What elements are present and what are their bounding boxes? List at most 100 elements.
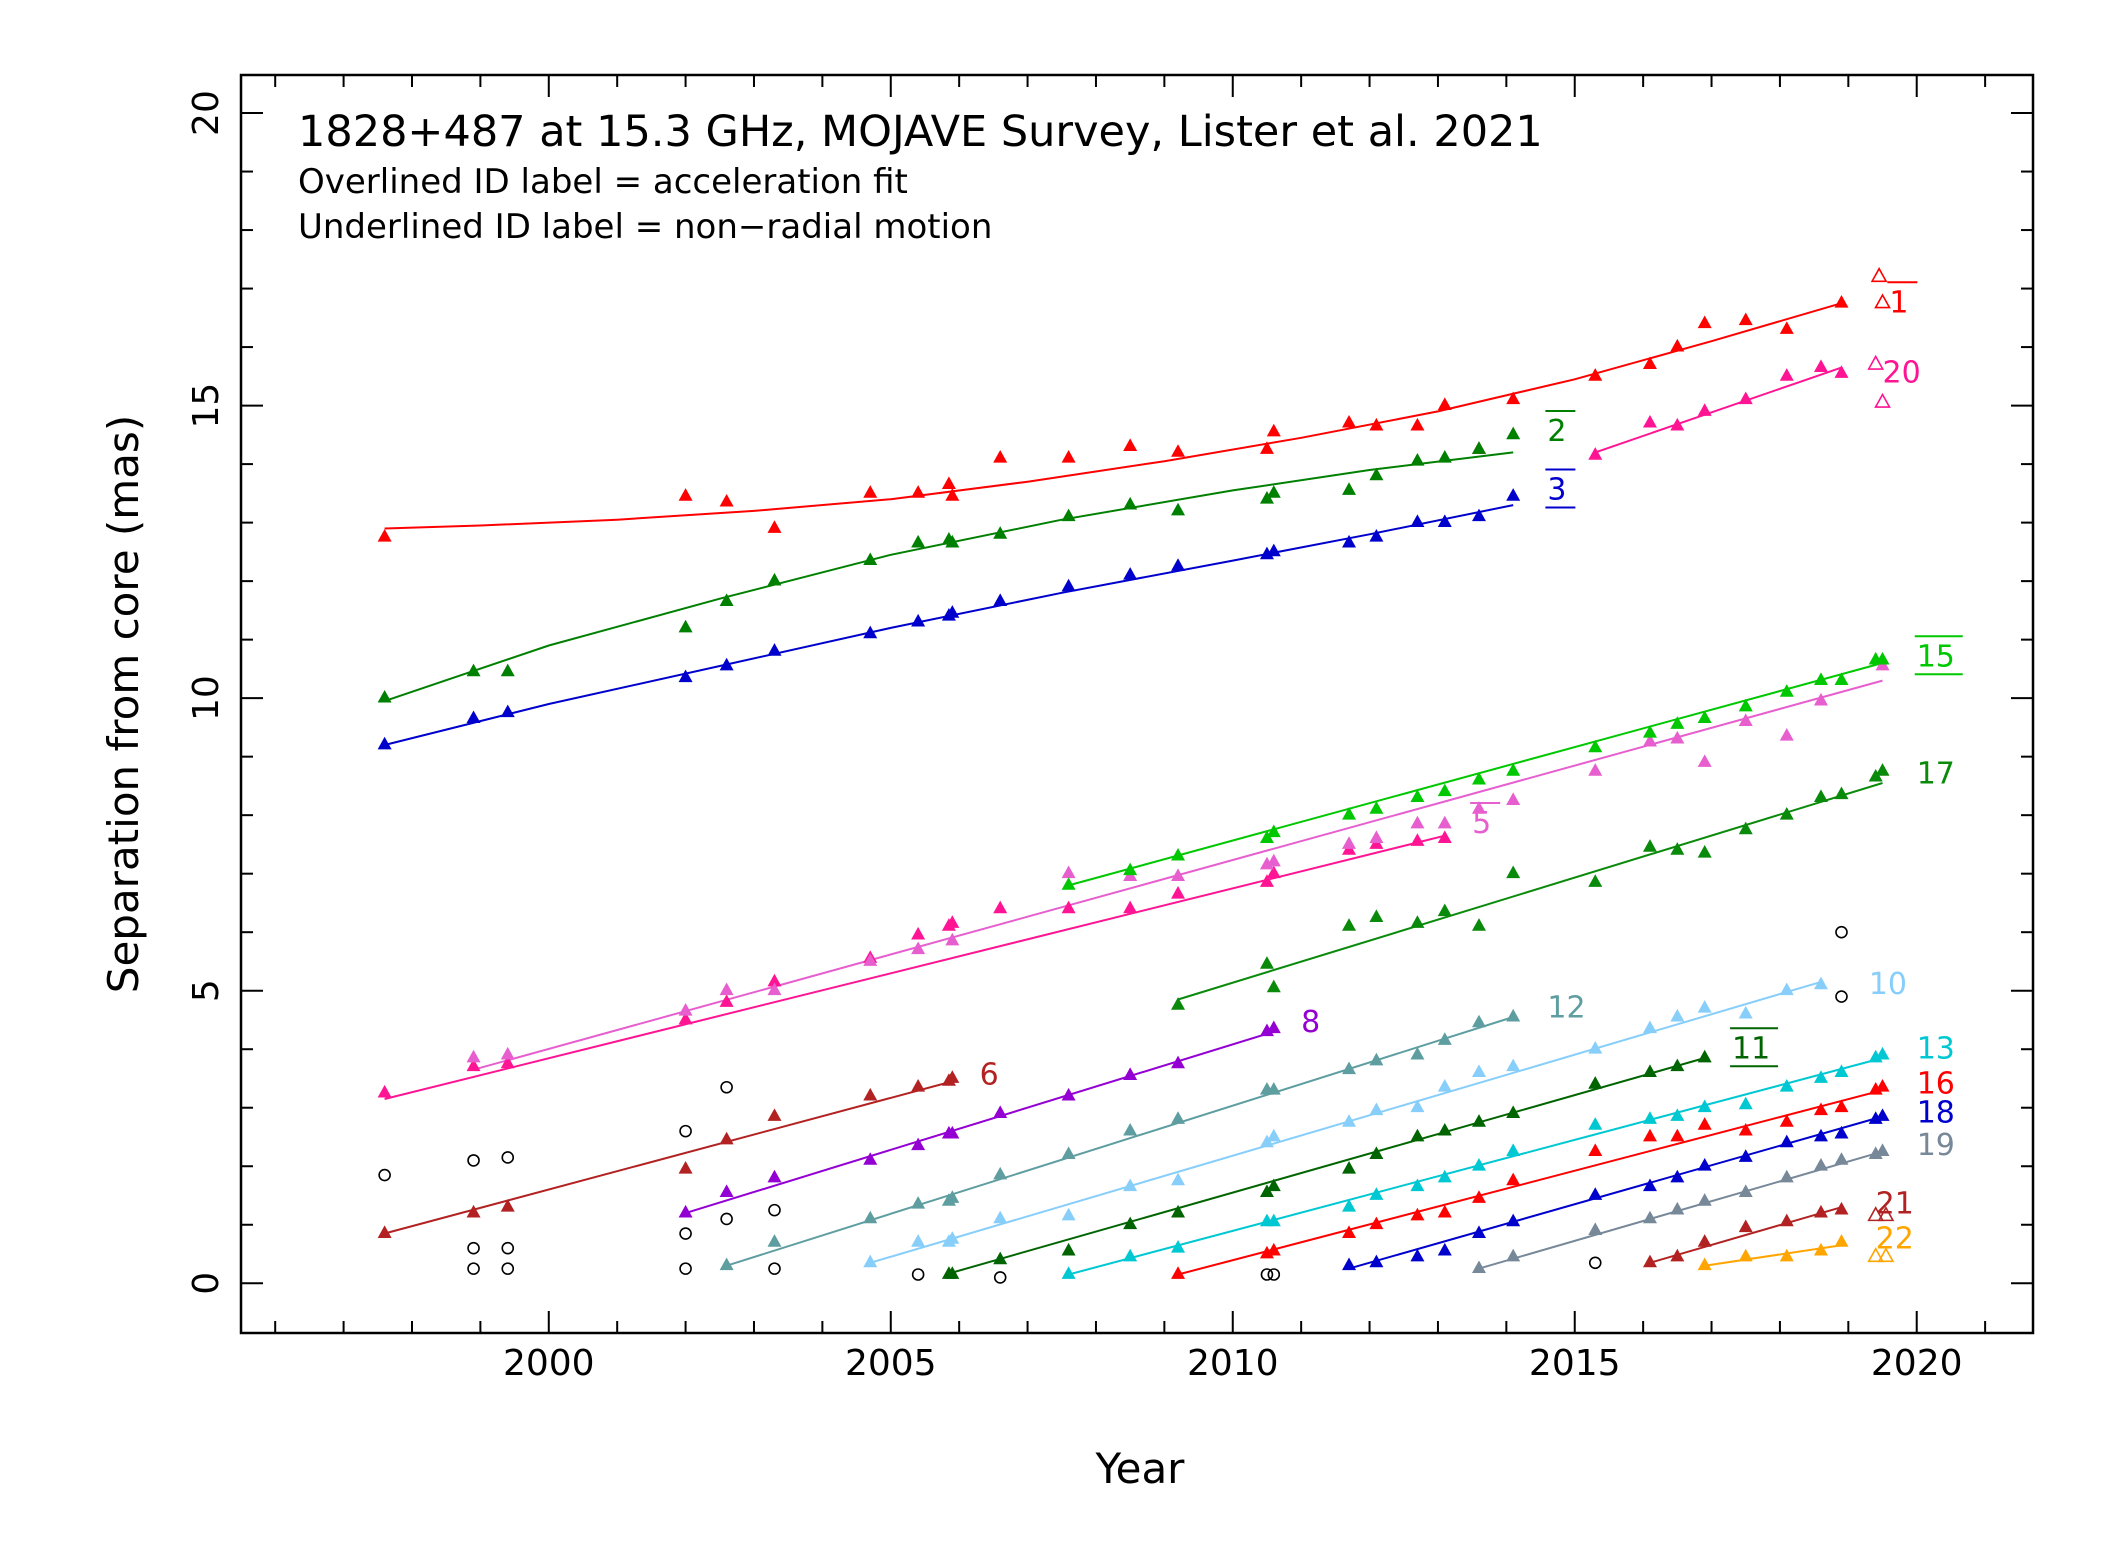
data-point	[1410, 1128, 1425, 1142]
data-point	[1670, 1108, 1685, 1121]
data-point	[1410, 514, 1425, 528]
data-point	[1259, 874, 1274, 887]
data-point-open	[1877, 1247, 1895, 1263]
data-point	[1471, 1064, 1486, 1078]
data-point	[1123, 862, 1138, 876]
data-point	[1061, 877, 1076, 890]
data-point	[767, 643, 782, 656]
data-point	[678, 1204, 693, 1218]
data-point	[1506, 865, 1521, 879]
data-point	[1266, 1081, 1281, 1095]
data-point	[1642, 414, 1657, 428]
data-point	[1437, 903, 1452, 917]
data-point	[863, 1254, 878, 1268]
data-point	[1779, 1079, 1794, 1092]
data-point	[1369, 417, 1384, 431]
data-point-open	[1867, 354, 1885, 370]
data-point	[1779, 1248, 1794, 1262]
data-point	[377, 1084, 392, 1098]
data-point	[1588, 447, 1603, 460]
data-point	[1123, 1248, 1138, 1262]
data-point	[1779, 1114, 1794, 1127]
data-point	[1834, 1064, 1849, 1078]
data-point-open-circle	[467, 1262, 480, 1275]
data-point	[1779, 727, 1794, 741]
data-point	[1061, 578, 1076, 592]
data-point	[678, 1011, 693, 1025]
data-point	[1813, 1128, 1828, 1142]
data-point	[1670, 1058, 1685, 1072]
fit-line	[384, 1080, 953, 1235]
data-point	[1410, 1248, 1425, 1262]
x-tick-label: 2005	[845, 1343, 937, 1384]
data-point	[1171, 502, 1186, 516]
data-point	[500, 704, 515, 718]
data-point	[1369, 1052, 1384, 1066]
data-point	[1875, 651, 1890, 665]
data-point	[1506, 763, 1521, 776]
data-point	[1259, 491, 1274, 504]
fit-line	[726, 1016, 1514, 1267]
data-point	[377, 529, 392, 542]
data-point	[941, 476, 956, 489]
data-point	[1834, 1201, 1849, 1215]
data-point	[1369, 467, 1384, 481]
data-point	[1738, 1005, 1753, 1019]
fit-line	[1177, 1089, 1883, 1276]
data-point	[1123, 1178, 1138, 1192]
data-point	[719, 1184, 734, 1197]
data-point	[767, 1169, 782, 1183]
data-point	[911, 1137, 926, 1151]
data-point	[1369, 1146, 1384, 1159]
data-point	[945, 1070, 960, 1083]
data-point	[1061, 450, 1076, 463]
data-point	[767, 973, 782, 987]
data-point	[911, 926, 926, 940]
data-point	[1813, 976, 1828, 990]
data-point	[1410, 452, 1425, 466]
data-point-open-circle	[911, 1268, 925, 1281]
data-point	[1061, 508, 1076, 522]
data-point	[500, 1199, 515, 1212]
data-point	[1471, 1190, 1486, 1203]
data-point-open-circle	[768, 1262, 781, 1275]
data-point	[1437, 397, 1452, 411]
data-point	[1061, 1266, 1076, 1279]
data-point	[1471, 441, 1486, 454]
data-point	[719, 1257, 734, 1271]
data-point	[1506, 1172, 1521, 1186]
data-point	[911, 1079, 926, 1092]
data-point	[1342, 1160, 1357, 1174]
data-point	[1670, 338, 1685, 352]
series-label: 13	[1917, 1031, 1955, 1066]
data-point-open-circle	[467, 1154, 480, 1167]
fit-line	[384, 302, 1842, 530]
series-label: 10	[1869, 967, 1907, 1002]
data-point	[1697, 1000, 1712, 1013]
data-point	[1670, 1169, 1685, 1183]
data-point	[1779, 321, 1794, 334]
data-point	[1171, 868, 1186, 882]
data-point	[466, 663, 481, 677]
data-point	[1697, 710, 1712, 724]
data-point	[1642, 839, 1657, 852]
data-point-open-circle	[501, 1151, 515, 1164]
data-point	[1369, 1102, 1384, 1116]
data-point	[1471, 1225, 1486, 1238]
data-point	[719, 994, 734, 1007]
data-point	[767, 982, 782, 996]
series-label: 12	[1547, 990, 1585, 1025]
data-point-open-circle	[467, 1241, 480, 1255]
data-point	[1670, 1008, 1685, 1022]
data-point	[863, 1210, 878, 1224]
data-point-open-circle	[679, 1227, 692, 1240]
data-point	[767, 1108, 782, 1121]
data-point-open-circle	[720, 1080, 733, 1094]
data-point	[1410, 1207, 1425, 1221]
data-point	[1437, 1242, 1452, 1256]
data-point	[500, 663, 515, 677]
data-point-open-circle	[501, 1241, 515, 1255]
data-point	[1813, 672, 1828, 686]
